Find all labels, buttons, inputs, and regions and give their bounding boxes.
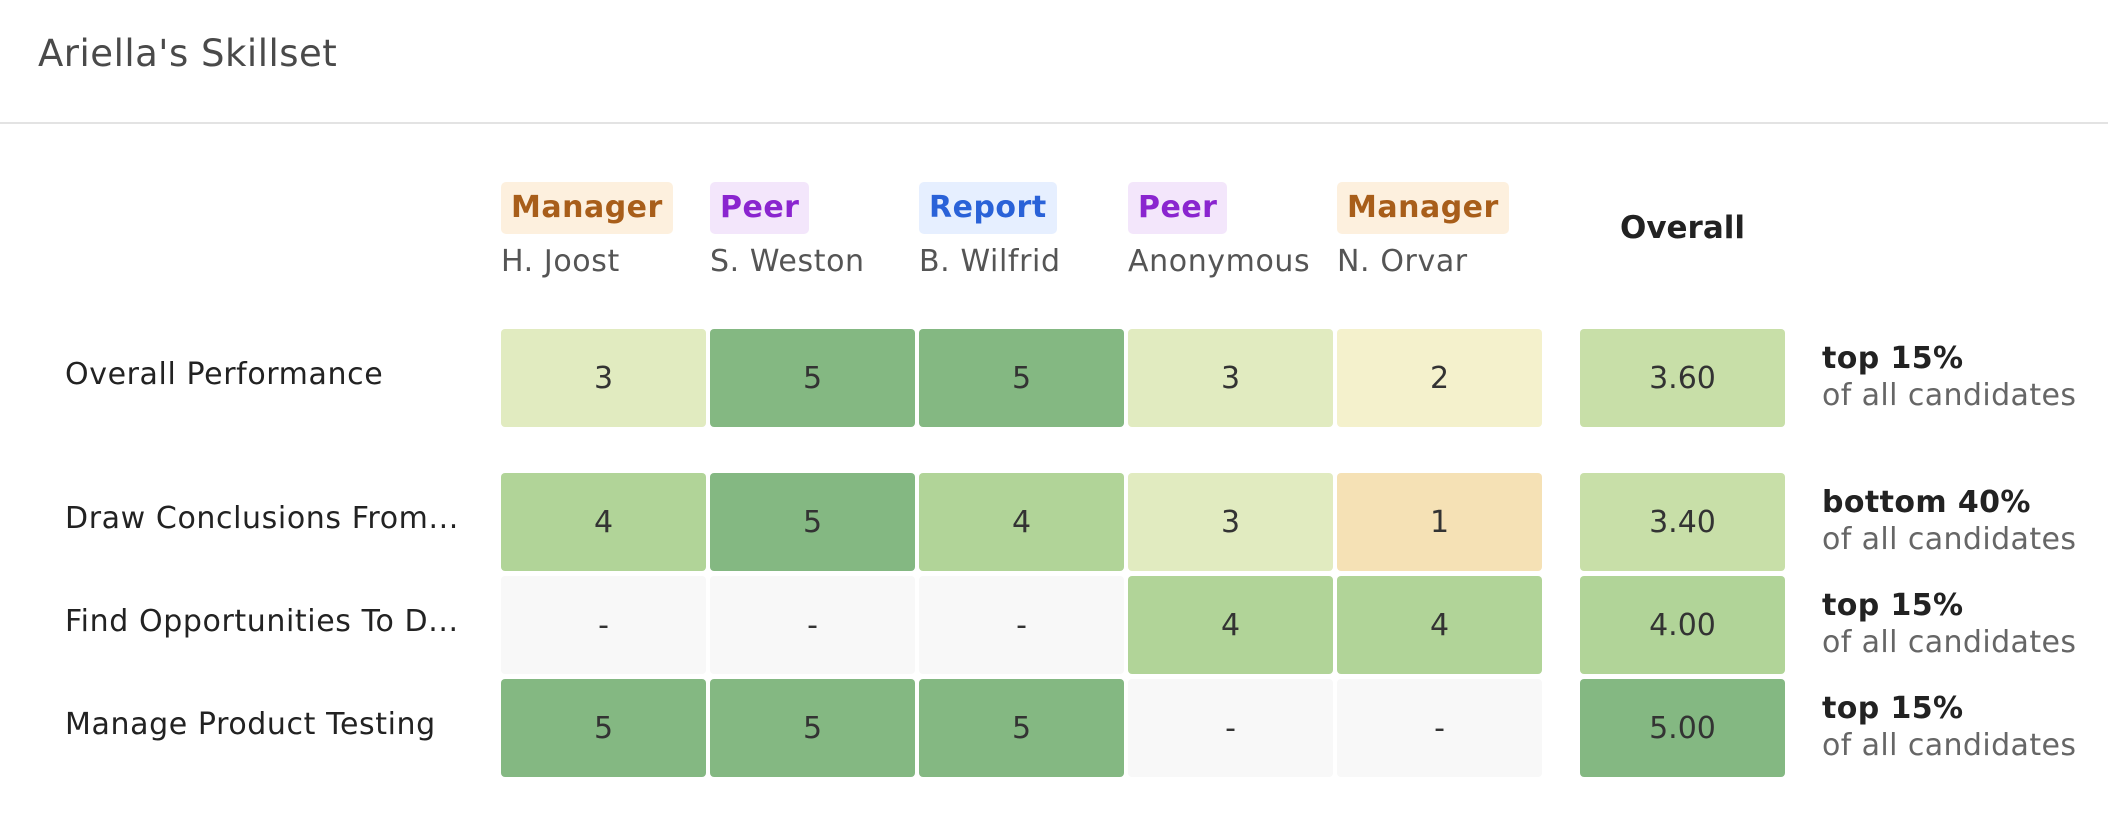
rank-summary: bottom 40% of all candidates xyxy=(1822,485,2076,557)
rank-percentile: top 15% xyxy=(1822,341,1964,376)
score-cell: 2 xyxy=(1337,329,1542,427)
reviewer-name: B. Wilfrid xyxy=(919,244,1061,279)
overall-score-cell: 5.00 xyxy=(1580,679,1785,777)
score-cell: 5 xyxy=(501,679,706,777)
reviewer-name: N. Orvar xyxy=(1337,244,1468,279)
score-cell: 3 xyxy=(1128,473,1333,571)
overall-score-cell: 4.00 xyxy=(1580,576,1785,674)
overall-score-cell: 3.40 xyxy=(1580,473,1785,571)
row-label-find-opportunities: Find Opportunities To D... xyxy=(65,604,459,639)
score-cell: 4 xyxy=(1128,576,1333,674)
score-cell: 5 xyxy=(710,329,915,427)
rank-percentile: bottom 40% xyxy=(1822,485,2031,520)
overall-score-cell: 3.60 xyxy=(1580,329,1785,427)
row-label-manage-product-testing: Manage Product Testing xyxy=(65,707,436,742)
reviewer-column-5: Manager N. Orvar xyxy=(1337,182,1542,279)
reviewer-column-2: Peer S. Weston xyxy=(710,182,915,279)
score-cell: 5 xyxy=(710,679,915,777)
score-cell: 5 xyxy=(919,679,1124,777)
reviewer-column-4: Peer Anonymous xyxy=(1128,182,1333,279)
rank-percentile: top 15% xyxy=(1822,691,1964,726)
role-badge: Manager xyxy=(501,182,673,234)
score-cell: - xyxy=(1128,679,1333,777)
reviewer-name: Anonymous xyxy=(1128,244,1311,279)
score-cell: 4 xyxy=(919,473,1124,571)
reviewer-column-1: Manager H. Joost xyxy=(501,182,706,279)
score-cell: 5 xyxy=(919,329,1124,427)
score-cell: 4 xyxy=(1337,576,1542,674)
reviewer-name: S. Weston xyxy=(710,244,865,279)
overall-column-header: Overall xyxy=(1619,210,1746,246)
score-cell: 1 xyxy=(1337,473,1542,571)
rank-note: of all candidates xyxy=(1822,378,2077,413)
rank-note: of all candidates xyxy=(1822,522,2077,557)
rank-summary: top 15% of all candidates xyxy=(1822,588,2076,660)
score-cell: 5 xyxy=(710,473,915,571)
page-header: Ariella's Skillset xyxy=(0,0,2108,124)
score-cell: - xyxy=(501,576,706,674)
role-badge: Peer xyxy=(710,182,810,234)
rank-summary: top 15% of all candidates xyxy=(1822,341,2076,413)
rank-note: of all candidates xyxy=(1822,625,2077,660)
rank-percentile: top 15% xyxy=(1822,588,1964,623)
row-label-draw-conclusions: Draw Conclusions From... xyxy=(65,501,459,536)
page-title: Ariella's Skillset xyxy=(38,32,338,75)
score-cell: 4 xyxy=(501,473,706,571)
row-label-overall-performance: Overall Performance xyxy=(65,357,384,392)
score-cell: - xyxy=(919,576,1124,674)
score-cell: 3 xyxy=(1128,329,1333,427)
score-cell: - xyxy=(1337,679,1542,777)
rank-summary: top 15% of all candidates xyxy=(1822,691,2076,763)
role-badge: Report xyxy=(919,182,1057,234)
role-badge: Peer xyxy=(1128,182,1228,234)
score-cell: 3 xyxy=(501,329,706,427)
rank-note: of all candidates xyxy=(1822,728,2077,763)
score-cell: - xyxy=(710,576,915,674)
reviewer-name: H. Joost xyxy=(501,244,620,279)
role-badge: Manager xyxy=(1337,182,1509,234)
reviewer-column-3: Report B. Wilfrid xyxy=(919,182,1124,279)
